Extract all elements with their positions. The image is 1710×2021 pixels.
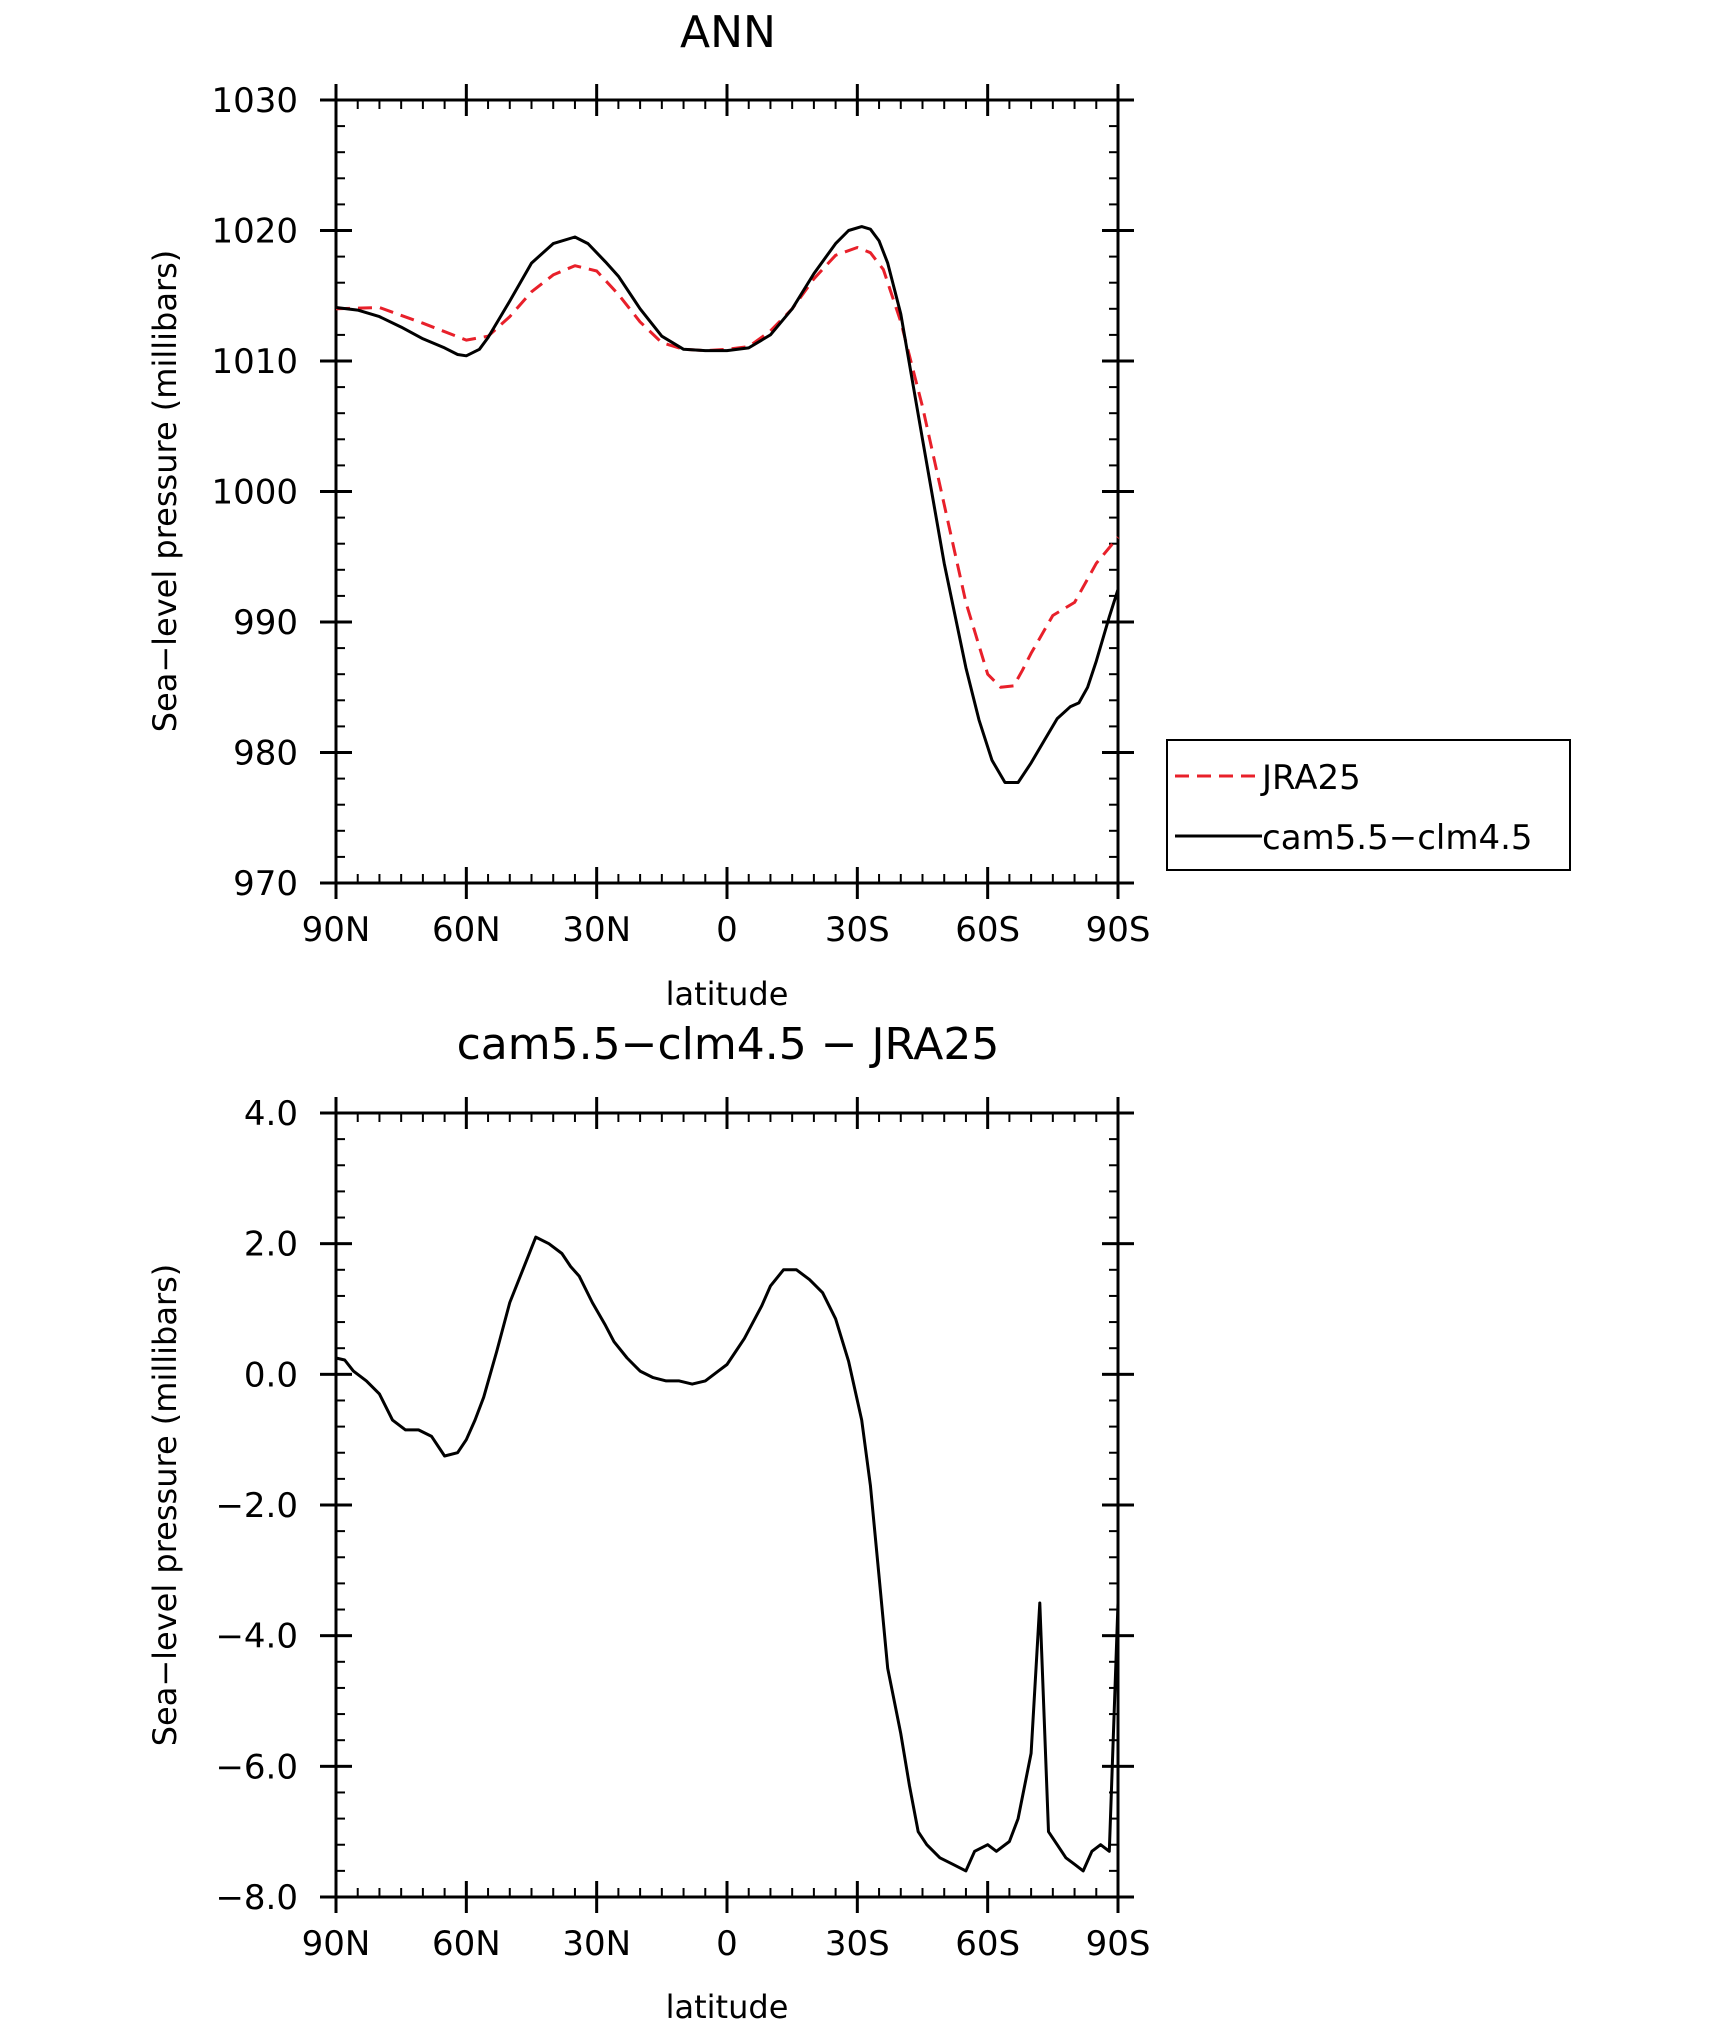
x-tick-label: 60N (432, 910, 501, 950)
top-x-axis-label: latitude (666, 975, 789, 1013)
x-tick-label: 30N (562, 910, 631, 950)
y-tick-label: 980 (233, 734, 298, 774)
series-line-jra25 (335, 246, 1120, 689)
y-tick-label: −6.0 (215, 1747, 298, 1787)
y-tick-label: 970 (233, 864, 298, 904)
series-line-difference (335, 1235, 1120, 1873)
y-tick-label: 4.0 (244, 1094, 298, 1134)
bottom-y-axis-label: Sea−level pressure (millibars) (146, 1264, 184, 1747)
top-plot-frame (334, 98, 1120, 885)
bottom-chart-panel: cam5.5−clm4.5 − JRA25 90N 60N 30N 0 30S 60S 90… (146, 1019, 1150, 2021)
x-tick-label: 0 (716, 1924, 738, 1964)
legend: JRA25 cam5.5−clm4.5 (1166, 739, 1571, 871)
top-chart-title: ANN (680, 7, 776, 58)
x-tick-label: 60S (955, 1924, 1020, 1964)
y-tick-label: −2.0 (215, 1486, 298, 1526)
legend-box (1166, 739, 1571, 871)
y-tick-label: −4.0 (215, 1617, 298, 1657)
x-tick-label: 0 (716, 910, 738, 950)
y-tick-label: 2.0 (244, 1225, 298, 1265)
x-tick-label: 60N (432, 1924, 501, 1964)
y-tick-label: 1010 (211, 342, 298, 382)
y-tick-label: 0.0 (244, 1355, 298, 1395)
x-tick-label: 60S (955, 910, 1020, 950)
legend-label-cam: cam5.5−clm4.5 (1262, 818, 1533, 858)
series-line-cam5-5-clm4-5 (335, 225, 1120, 784)
x-tick-label: 30S (825, 1924, 890, 1964)
legend-label-jra25: JRA25 (1260, 758, 1361, 798)
x-tick-label: 90S (1086, 910, 1151, 950)
y-tick-label: 1000 (211, 473, 298, 513)
bottom-chart-title: cam5.5−clm4.5 − JRA25 (457, 1019, 1000, 1070)
y-tick-label: 1030 (211, 81, 298, 121)
x-tick-label: 30N (562, 1924, 631, 1964)
x-tick-label: 90N (302, 1924, 371, 1964)
y-tick-label: 990 (233, 603, 298, 643)
x-tick-label: 90S (1086, 1924, 1151, 1964)
x-tick-label: 30S (825, 910, 890, 950)
bottom-plot-frame (334, 1111, 1120, 1899)
bottom-x-axis-label: latitude (666, 1988, 789, 2021)
top-y-axis-label: Sea−level pressure (millibars) (146, 250, 184, 733)
y-tick-label: −8.0 (215, 1878, 298, 1918)
y-tick-label: 1020 (211, 212, 298, 252)
top-chart-panel: ANN 90N 60N 30N 0 30S 60S 90S 970 980 990 1000 1010… (146, 7, 1150, 1013)
x-tick-label: 90N (302, 910, 371, 950)
